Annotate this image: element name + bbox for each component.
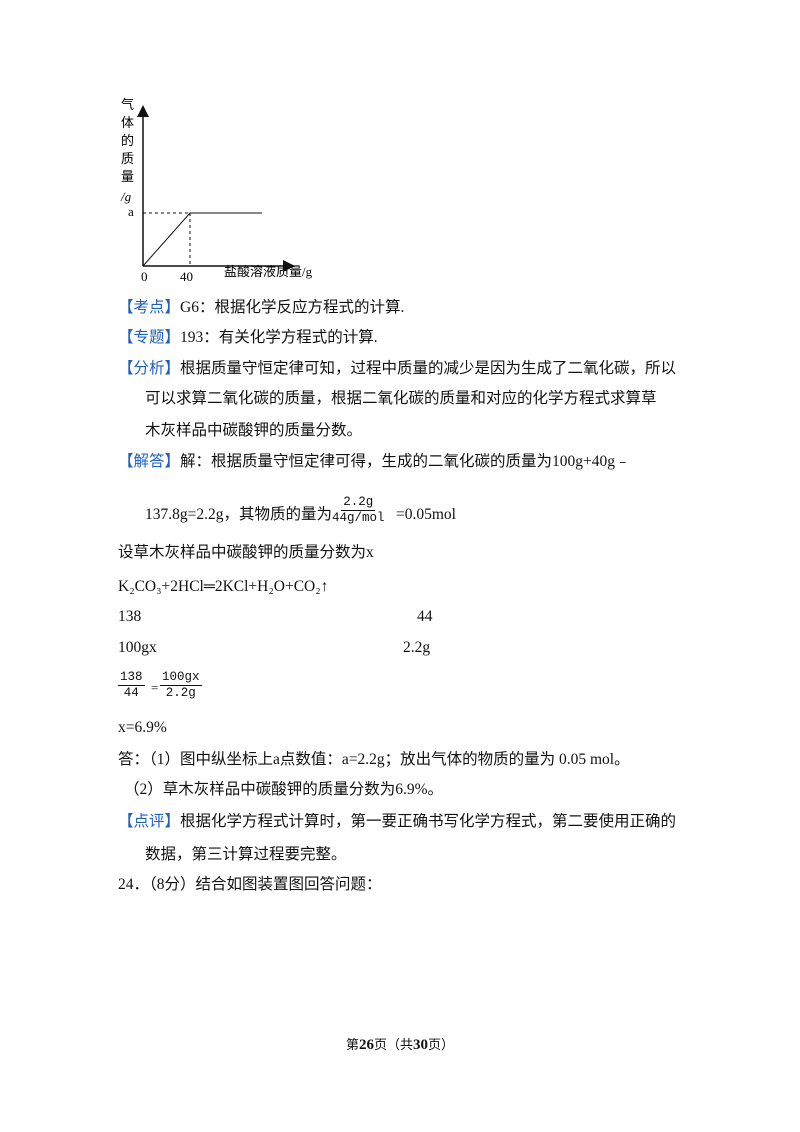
x-tick-label: 40	[180, 269, 193, 284]
text: 设草木灰样品中碳酸钾的质量分数为x	[118, 544, 374, 561]
line: 【点评】根据化学方程式计算时，第一要正确书写化学方程式，第二要使用正确的	[118, 812, 676, 832]
numerator: 100gx	[160, 670, 202, 686]
text: 页）	[428, 1037, 455, 1052]
text: 根据化学方程式计算时，第一要正确书写化学方程式，第二要使用正确的	[180, 813, 677, 830]
y-label: 的	[121, 133, 134, 148]
text: （2）草木灰样品中碳酸钾的质量分数为6.9%。	[124, 781, 444, 798]
page-number: 26	[358, 1037, 374, 1053]
text: 根据质量守恒定律可知，过程中质量的减少是因为生成了二氧化碳，所以	[180, 360, 677, 377]
denominator: 2.2g	[165, 686, 196, 700]
tag: 【解答】	[118, 453, 181, 470]
line: 【专题】193：有关化学方程式的计算.	[118, 328, 378, 348]
origin-label: 0	[141, 269, 148, 284]
curve	[142, 212, 262, 267]
line: 【考点】G6：根据化学反应方程式的计算.	[118, 298, 404, 318]
equation: K₂CO₃+2HCl═2KCl+H₂O+CO₂↑	[118, 578, 329, 595]
text: 页（共	[373, 1037, 413, 1052]
text: 44	[417, 608, 433, 625]
text: 137.8g=2.2g，其物质的量为	[145, 506, 332, 523]
text: x=6.9%	[118, 719, 167, 736]
text: G6：根据化学反应方程式的计算.	[180, 299, 405, 316]
text: 数据，第三计算过程要完整。	[145, 846, 347, 863]
footer: 第26页（共30页）	[0, 1034, 800, 1054]
text: 答：（1）图中纵坐标上a点数值：a=2.2g；放出气体的物质的量为 0.05 m…	[118, 751, 630, 768]
fraction: 2.2g 44g/mol	[330, 495, 387, 526]
numerator: 138	[118, 670, 145, 686]
page-total: 30	[413, 1037, 428, 1053]
text: 2.2g	[403, 639, 431, 656]
tag: 【点评】	[118, 813, 181, 830]
text: 解：根据质量守恒定律可得，生成的二氧化碳的质量为100g+40g﹣	[180, 453, 631, 470]
text: 第	[345, 1037, 359, 1052]
equals: =	[151, 680, 159, 695]
tag: 【专题】	[118, 329, 181, 346]
y-label: 气	[121, 97, 134, 112]
y-label: /g	[120, 189, 132, 204]
text: 138	[118, 608, 142, 625]
line: 【分析】根据质量守恒定律可知，过程中质量的减少是因为生成了二氧化碳，所以	[118, 359, 676, 379]
x-label: 盐酸溶液质量/g	[224, 264, 313, 279]
text: 100gx	[118, 639, 157, 656]
tag: 【分析】	[118, 360, 181, 377]
question: 24．（8分）结合如图装置图回答问题：	[118, 876, 382, 893]
text: 193：有关化学方程式的计算.	[180, 329, 378, 346]
graph: 气 体 的 质 量 /g a 0 40 盐酸溶液质量/g	[120, 97, 313, 284]
y-label: 质	[121, 151, 134, 166]
text: 木灰样品中碳酸钾的质量分数。	[145, 422, 363, 439]
line: 【解答】解：根据质量守恒定律可得，生成的二氧化碳的质量为100g+40g﹣	[118, 452, 631, 472]
y-label: 量	[121, 169, 134, 184]
text: =0.05mol	[396, 506, 456, 523]
y-label: 体	[121, 115, 134, 130]
denominator: 44	[123, 686, 139, 700]
denominator: 44g/mol	[332, 511, 385, 525]
y-tick-label: a	[128, 204, 134, 219]
fraction: 100gx 2.2g	[160, 670, 202, 701]
text: 可以求算二氧化碳的质量，根据二氧化碳的质量和对应的化学方程式求算草	[145, 390, 657, 407]
tag: 【考点】	[118, 299, 181, 316]
numerator: 2.2g	[341, 495, 376, 511]
fraction: 138 44	[118, 670, 145, 701]
